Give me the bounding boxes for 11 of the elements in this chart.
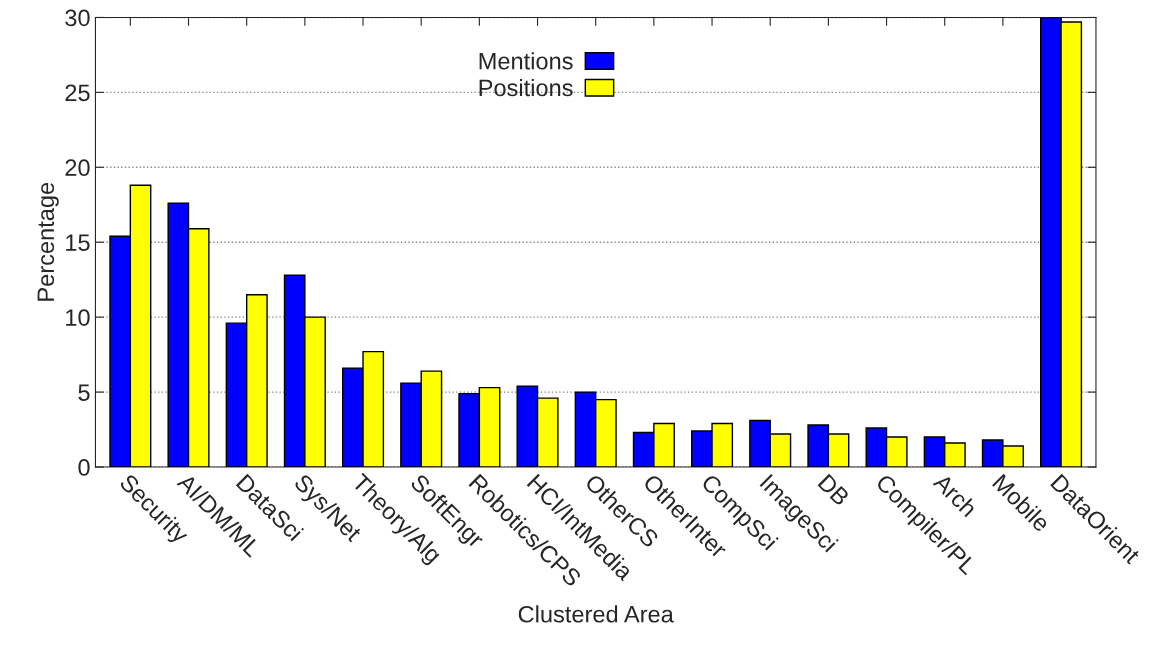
x-axis-title: Clustered Area [518,605,674,623]
y-tick-label: 30 [65,9,90,27]
y-tick-label: 0 [78,459,90,476]
legend-label: Positions [479,78,573,97]
y-tick-label: 5 [78,384,90,401]
y-tick-label: 15 [66,234,90,252]
legend-label: Mentions [479,52,573,70]
y-axis-title: Percentage [37,182,59,301]
y-tick-label: 20 [65,159,90,177]
y-tick-label: 10 [66,309,90,326]
y-tick-label: 25 [65,84,90,102]
